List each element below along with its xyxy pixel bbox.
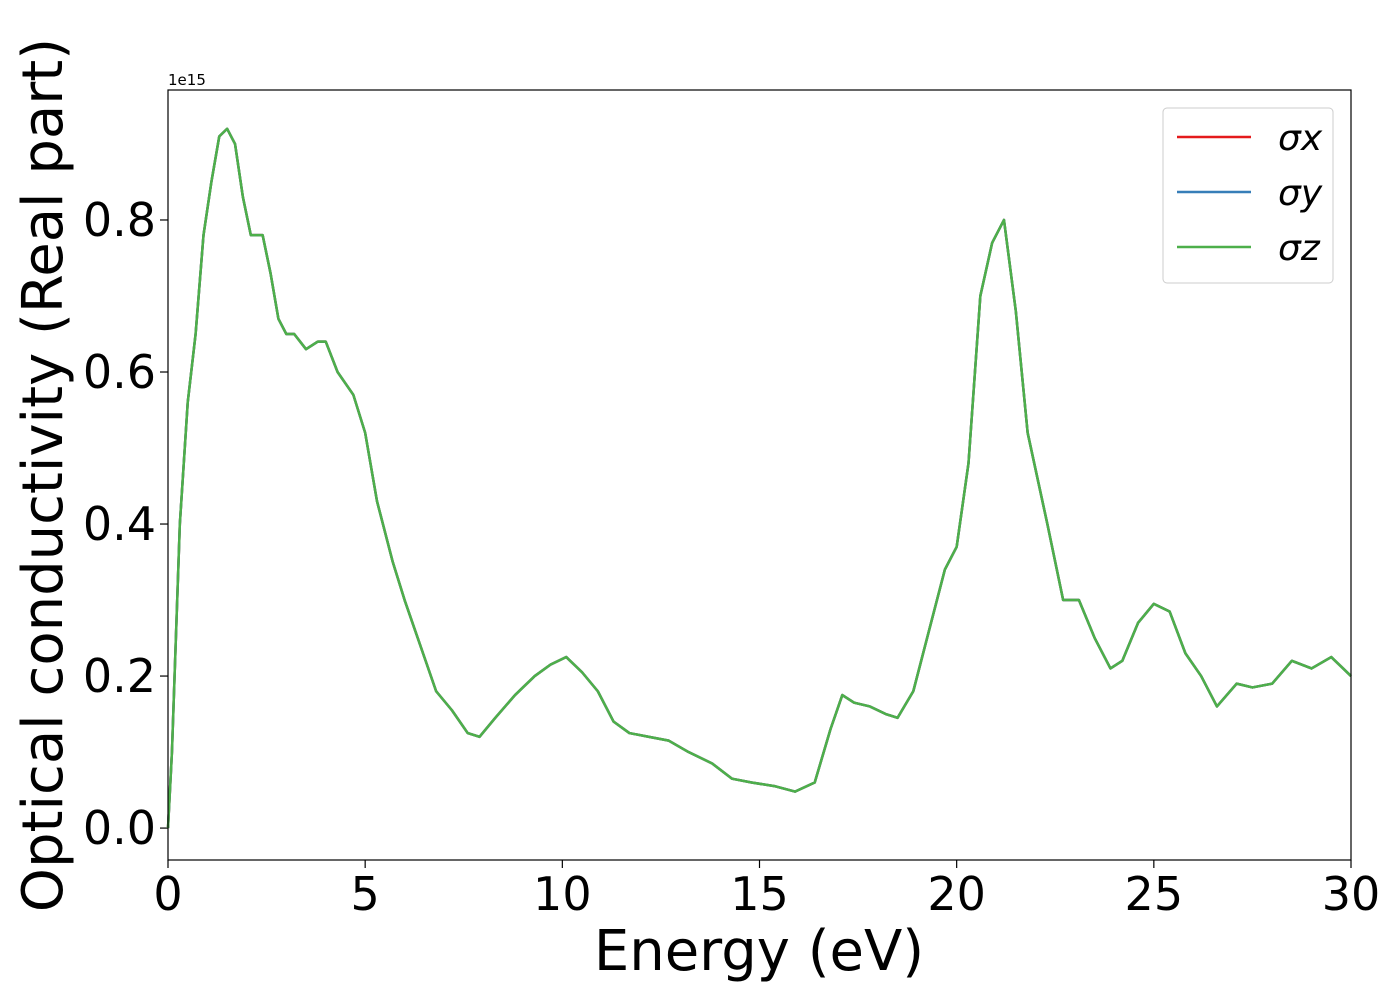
y-tick-label: 0.2 xyxy=(83,649,156,703)
legend: σx σy σz xyxy=(1162,107,1334,284)
y-offset-label: 1e15 xyxy=(168,71,206,89)
legend-box xyxy=(1162,107,1334,284)
legend-label: σx xyxy=(1278,118,1323,159)
y-tick-label: 0.4 xyxy=(83,497,156,551)
x-tick-label: 20 xyxy=(927,867,986,921)
line-series xyxy=(166,127,1352,829)
legend-label: σz xyxy=(1278,228,1321,269)
x-tick-label: 5 xyxy=(351,867,380,921)
y-tick-label: 0.6 xyxy=(83,345,156,399)
y-tick-label: 0.0 xyxy=(83,801,156,855)
legend-label: σy xyxy=(1278,173,1323,214)
y-axis-label: Optical conductivity (Real part) xyxy=(11,38,76,912)
x-tick-label: 30 xyxy=(1322,867,1381,921)
x-tick-label: 25 xyxy=(1125,867,1184,921)
x-axis-label: Energy (eV) xyxy=(594,919,924,984)
plot-frame xyxy=(167,89,1352,861)
x-tick-label: 0 xyxy=(153,867,182,921)
y-tick-label: 0.8 xyxy=(83,193,156,247)
x-tick-label: 15 xyxy=(730,867,789,921)
x-tick-label: 10 xyxy=(533,867,592,921)
